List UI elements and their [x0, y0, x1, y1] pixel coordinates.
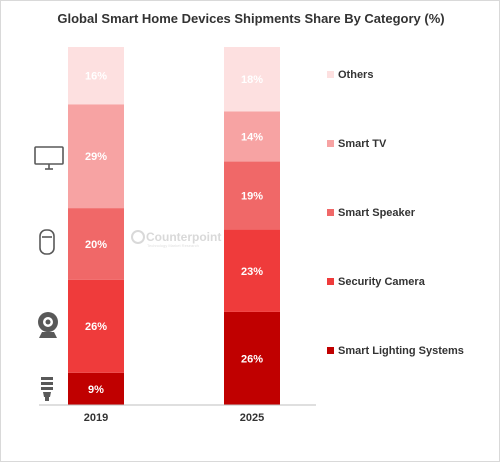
legend-swatch — [327, 209, 334, 216]
legend-swatch — [327, 71, 334, 78]
data-label: 20% — [85, 239, 107, 251]
bar-segment — [224, 229, 280, 312]
data-label: 26% — [241, 353, 263, 365]
data-label: 23% — [241, 266, 263, 278]
data-label: 16% — [85, 71, 107, 83]
data-label: 29% — [85, 151, 107, 163]
watermark-subtext: Technology Market Research — [147, 243, 199, 248]
legend-label: Security Camera — [338, 276, 426, 288]
webcam-icon — [38, 312, 58, 338]
legend-swatch — [327, 278, 334, 285]
light-bulb-icon — [41, 377, 53, 401]
bar-segment — [68, 208, 124, 280]
bar-segment — [224, 47, 280, 112]
bar-segment — [224, 161, 280, 230]
legend-swatch — [327, 347, 334, 354]
bar-segment — [224, 111, 280, 162]
data-label: 9% — [88, 384, 104, 396]
bar-segment — [68, 279, 124, 373]
watermark: Counterpoint Technology Market Research — [131, 230, 221, 248]
watermark-logo-icon — [131, 230, 145, 244]
chart-title: Global Smart Home Devices Shipments Shar… — [57, 11, 444, 26]
data-label: 18% — [241, 74, 263, 86]
legend-label: Others — [338, 69, 373, 81]
data-label: 14% — [241, 132, 263, 144]
bar-segment — [224, 311, 280, 405]
bars-layer — [68, 47, 280, 405]
x-tick-labels: 2019 2025 — [84, 412, 264, 424]
bar-segment — [68, 47, 124, 105]
bar-segment — [68, 104, 124, 209]
smart-speaker-icon — [39, 229, 55, 255]
data-label: 26% — [85, 321, 107, 333]
watermark-text: Counterpoint — [146, 230, 221, 244]
legend: Others Smart TV Smart Speaker Security Came… — [327, 69, 464, 357]
data-label: 19% — [241, 191, 263, 203]
legend-label: Smart Speaker — [338, 207, 416, 219]
legend-swatch — [327, 140, 334, 147]
x-tick-label: 2019 — [84, 412, 108, 424]
data-labels-layer: 9% 26% 20% 29% 16% 26% 23% 19% 14% 18% — [85, 71, 263, 396]
legend-label: Smart Lighting Systems — [338, 345, 464, 357]
x-tick-label: 2025 — [240, 412, 264, 424]
bar-segment — [68, 372, 124, 405]
television-icon — [34, 146, 64, 170]
legend-label: Smart TV — [338, 138, 387, 150]
